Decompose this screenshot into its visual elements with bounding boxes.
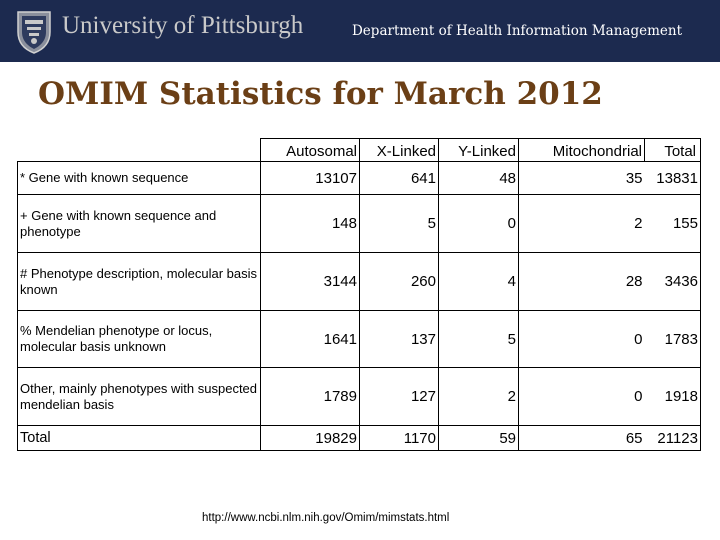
university-seal-icon xyxy=(17,11,51,54)
table-row: + Gene with known sequence and phenotype… xyxy=(17,194,701,253)
row-label: * Gene with known sequence xyxy=(17,161,261,195)
row-label: # Phenotype description, molecular basis… xyxy=(17,252,261,311)
cell-autosomal: 3144 xyxy=(260,252,360,311)
row-label: Other, mainly phenotypes with suspected … xyxy=(17,367,261,426)
cell-mitochondrial: 2 xyxy=(518,194,645,253)
university-name: University of Pittsburgh xyxy=(62,12,304,39)
cell-total: 21123 xyxy=(644,425,701,451)
column-header-autosomal: Autosomal xyxy=(260,138,360,162)
cell-autosomal: 13107 xyxy=(260,161,360,195)
row-label: + Gene with known sequence and phenotype xyxy=(17,194,261,253)
table-row: # Phenotype description, molecular basis… xyxy=(17,252,701,311)
column-header-y-linked: Y-Linked xyxy=(438,138,519,162)
department-name: Department of Health Information Managem… xyxy=(351,23,682,39)
cell-x-linked: 5 xyxy=(359,194,439,253)
source-url: http://www.ncbi.nlm.nih.gov/Omim/mimstat… xyxy=(202,512,450,524)
cell-x-linked: 260 xyxy=(359,252,439,311)
omim-statistics-table: Autosomal X-Linked Y-Linked Mitochondria… xyxy=(17,138,701,451)
cell-x-linked: 1170 xyxy=(359,425,439,451)
page-title: OMIM Statistics for March 2012 xyxy=(38,76,603,112)
cell-mitochondrial: 35 xyxy=(518,161,645,195)
cell-y-linked: 59 xyxy=(438,425,519,451)
cell-mitochondrial: 28 xyxy=(518,252,645,311)
table-row: Other, mainly phenotypes with suspected … xyxy=(17,367,701,426)
cell-total: 1783 xyxy=(644,310,701,368)
cell-x-linked: 137 xyxy=(359,310,439,368)
table-row-total: Total 19829 1170 59 65 21123 xyxy=(17,425,701,451)
column-header-total: Total xyxy=(644,138,701,162)
table-header-row: Autosomal X-Linked Y-Linked Mitochondria… xyxy=(18,138,701,162)
cell-autosomal: 148 xyxy=(260,194,360,253)
cell-mitochondrial: 0 xyxy=(518,367,645,426)
cell-mitochondrial: 65 xyxy=(518,425,645,451)
table-row: * Gene with known sequence 13107 641 48 … xyxy=(17,161,701,195)
cell-y-linked: 4 xyxy=(438,252,519,311)
cell-total: 1918 xyxy=(644,367,701,426)
header-blank-cell xyxy=(18,139,261,162)
cell-autosomal: 19829 xyxy=(260,425,360,451)
row-label: Total xyxy=(17,425,261,451)
cell-y-linked: 48 xyxy=(438,161,519,195)
cell-total: 155 xyxy=(644,194,701,253)
cell-x-linked: 641 xyxy=(359,161,439,195)
table-row: % Mendelian phenotype or locus, molecula… xyxy=(17,310,701,368)
cell-y-linked: 2 xyxy=(438,367,519,426)
column-header-x-linked: X-Linked xyxy=(359,138,439,162)
cell-y-linked: 0 xyxy=(438,194,519,253)
cell-autosomal: 1641 xyxy=(260,310,360,368)
cell-mitochondrial: 0 xyxy=(518,310,645,368)
cell-x-linked: 127 xyxy=(359,367,439,426)
row-label: % Mendelian phenotype or locus, molecula… xyxy=(17,310,261,368)
cell-total: 3436 xyxy=(644,252,701,311)
cell-y-linked: 5 xyxy=(438,310,519,368)
cell-total: 13831 xyxy=(644,161,701,195)
cell-autosomal: 1789 xyxy=(260,367,360,426)
column-header-mitochondrial: Mitochondrial xyxy=(518,138,645,162)
header-banner: University of Pittsburgh Department of H… xyxy=(0,0,720,62)
